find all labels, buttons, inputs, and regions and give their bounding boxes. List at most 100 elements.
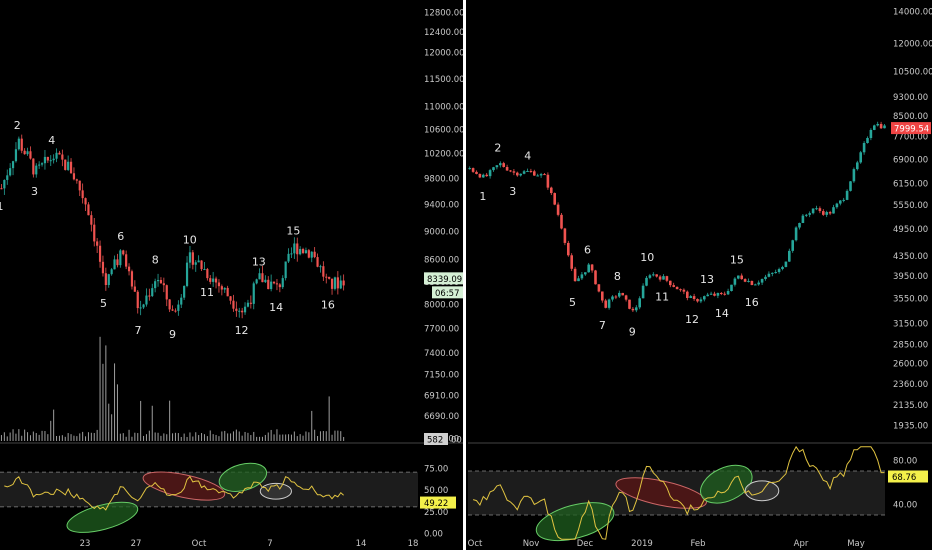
candle-body <box>206 269 209 279</box>
candle-body <box>696 299 699 302</box>
candle-body <box>628 299 631 309</box>
time-tick-label: Feb <box>690 539 705 549</box>
price-tick-label: 8500.00 <box>893 112 928 122</box>
price-tick-label: 14000.00 <box>893 8 932 18</box>
candle-body <box>217 282 221 287</box>
candle-body <box>252 283 255 304</box>
price-tick-label: 2135.00 <box>893 401 928 411</box>
candle-body <box>177 304 180 311</box>
volume-bar <box>0 435 2 441</box>
volume-bar <box>116 384 118 441</box>
candle-body <box>553 193 556 205</box>
volume-bar <box>305 431 307 441</box>
candle-body <box>264 279 267 283</box>
rsi-tick-label: 80.00 <box>893 457 917 467</box>
candle-body <box>339 280 342 289</box>
volume-bar <box>299 434 301 441</box>
volume-bar <box>137 433 139 441</box>
candle-body <box>638 298 641 308</box>
candle-body <box>275 283 279 285</box>
candle-body <box>624 295 628 300</box>
volume-bar <box>15 433 17 441</box>
candle-body <box>87 204 90 216</box>
candle-body <box>607 299 611 308</box>
wave-label: 16 <box>321 299 335 312</box>
volume-bar <box>177 433 179 441</box>
candle-body <box>631 308 635 311</box>
candle-body <box>832 207 835 214</box>
volume-bar <box>134 432 136 441</box>
candle-body <box>11 161 15 169</box>
candle-body <box>856 162 859 170</box>
candle-body <box>805 214 808 216</box>
candle-body <box>859 152 862 163</box>
volume-bar <box>166 434 168 441</box>
wave-label: 15 <box>286 224 300 237</box>
candle-body <box>235 308 238 311</box>
candle-body <box>839 200 842 204</box>
volume-bar <box>61 435 63 441</box>
time-tick-label: Nov <box>523 539 540 549</box>
right-chart-panel[interactable]: 14000.0012000.0010500.009300.008500.0077… <box>468 8 932 550</box>
price-tick-label: 6910.00 <box>424 392 459 402</box>
volume-bar <box>148 430 150 441</box>
wave-label: 9 <box>169 328 176 341</box>
volume-bar <box>131 436 133 441</box>
volume-bar <box>285 434 287 441</box>
candle-body <box>272 281 276 284</box>
candle-body <box>815 208 818 210</box>
price-tick-label: 12400.00 <box>424 28 465 38</box>
candle-body <box>116 259 119 266</box>
rsi-tick-label: 50.00 <box>424 486 448 496</box>
candle-body <box>342 280 345 286</box>
volume-bar <box>209 430 211 441</box>
candle-body <box>316 257 319 267</box>
volume-bar <box>317 436 319 441</box>
wave-label: 12 <box>685 313 699 326</box>
volume-bar <box>85 436 87 441</box>
candle-body <box>604 300 607 308</box>
candle-body <box>61 154 64 160</box>
candle-body <box>852 169 856 182</box>
wave-label: 6 <box>117 230 124 243</box>
volume-bar <box>256 436 258 441</box>
candle-body <box>706 294 709 297</box>
candle-body <box>226 287 229 297</box>
candle-body <box>223 287 226 290</box>
candle-body <box>336 277 339 289</box>
volume-bar <box>151 405 153 441</box>
candle-body <box>845 190 849 200</box>
price-tick-label: 6150.00 <box>893 180 928 190</box>
candle-body <box>873 125 876 130</box>
candle-body <box>214 278 218 283</box>
candle-body <box>330 278 334 289</box>
rsi-line <box>472 445 885 540</box>
candle-body <box>171 309 174 311</box>
candle-body <box>614 296 618 298</box>
volume-bar <box>337 430 339 441</box>
volume-bar <box>114 363 116 441</box>
candle-body <box>703 296 706 300</box>
candle-body <box>23 150 26 155</box>
volume-bar <box>18 429 20 441</box>
wave-label: 3 <box>509 185 516 198</box>
candle-body <box>757 282 760 285</box>
volume-bar <box>64 436 66 441</box>
price-tick-label: 1935.00 <box>893 422 928 432</box>
time-tick-label: Oct <box>468 539 483 549</box>
volume-bar <box>264 434 266 441</box>
wave-label: 11 <box>200 286 214 299</box>
volume-bar <box>44 431 46 441</box>
candle-body <box>113 259 116 270</box>
volume-bar <box>189 432 191 441</box>
volume-bar <box>247 432 249 441</box>
volume-bar <box>140 400 142 441</box>
candle-body <box>488 170 492 177</box>
rsi-zone-green <box>700 464 753 504</box>
candle-body <box>808 213 811 215</box>
left-chart-panel[interactable]: 12800.0012400.0012000.0011500.0011000.00… <box>0 9 465 550</box>
candle-body <box>220 286 223 290</box>
volume-badge <box>424 433 448 445</box>
volume-bar <box>192 436 194 441</box>
